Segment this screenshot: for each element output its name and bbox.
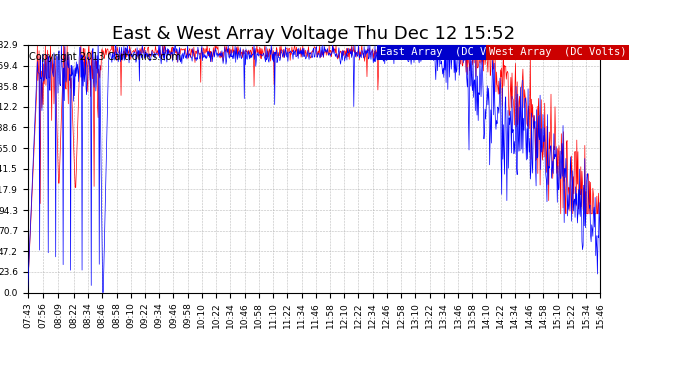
Text: West Array  (DC Volts): West Array (DC Volts)	[489, 48, 626, 57]
Text: East Array  (DC Volts): East Array (DC Volts)	[380, 48, 518, 57]
Title: East & West Array Voltage Thu Dec 12 15:52: East & West Array Voltage Thu Dec 12 15:…	[112, 26, 515, 44]
Text: Copyright 2013 Cartronics.com: Copyright 2013 Cartronics.com	[29, 53, 181, 62]
